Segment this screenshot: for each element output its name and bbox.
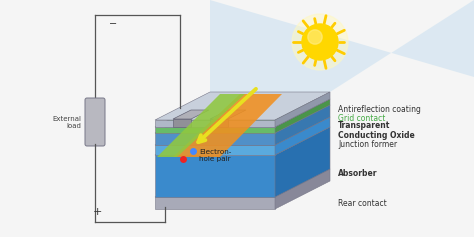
Polygon shape <box>155 105 330 133</box>
Polygon shape <box>275 127 330 197</box>
Polygon shape <box>157 94 245 157</box>
Polygon shape <box>155 155 275 197</box>
Polygon shape <box>210 110 246 119</box>
Polygon shape <box>210 0 474 92</box>
Polygon shape <box>173 110 209 119</box>
Polygon shape <box>275 117 330 155</box>
Polygon shape <box>275 169 330 209</box>
Polygon shape <box>155 92 330 120</box>
Polygon shape <box>155 197 275 209</box>
Polygon shape <box>155 99 330 127</box>
Circle shape <box>302 24 338 60</box>
Text: +: + <box>92 207 102 217</box>
Text: Transparent
Conducting Oxide: Transparent Conducting Oxide <box>338 121 415 140</box>
Text: Antireflection coating: Antireflection coating <box>338 105 421 114</box>
Text: Electron-
hole pair: Electron- hole pair <box>199 149 231 161</box>
Polygon shape <box>155 133 275 145</box>
Text: External
load: External load <box>52 115 81 128</box>
Polygon shape <box>173 94 282 157</box>
Text: Junction former: Junction former <box>338 140 397 149</box>
Polygon shape <box>275 92 330 127</box>
Text: Rear contact: Rear contact <box>338 199 387 208</box>
Text: Grid contact: Grid contact <box>338 114 385 123</box>
Polygon shape <box>275 105 330 145</box>
Polygon shape <box>155 117 330 145</box>
FancyBboxPatch shape <box>85 98 105 146</box>
Polygon shape <box>155 145 275 155</box>
Polygon shape <box>155 169 330 197</box>
Polygon shape <box>173 119 191 127</box>
Polygon shape <box>155 127 330 155</box>
Circle shape <box>292 14 348 70</box>
Text: −: − <box>109 19 117 29</box>
Polygon shape <box>155 127 275 133</box>
Text: Absorber: Absorber <box>338 169 377 178</box>
Circle shape <box>308 30 322 44</box>
Polygon shape <box>210 119 228 127</box>
Polygon shape <box>155 120 275 127</box>
Polygon shape <box>275 99 330 133</box>
